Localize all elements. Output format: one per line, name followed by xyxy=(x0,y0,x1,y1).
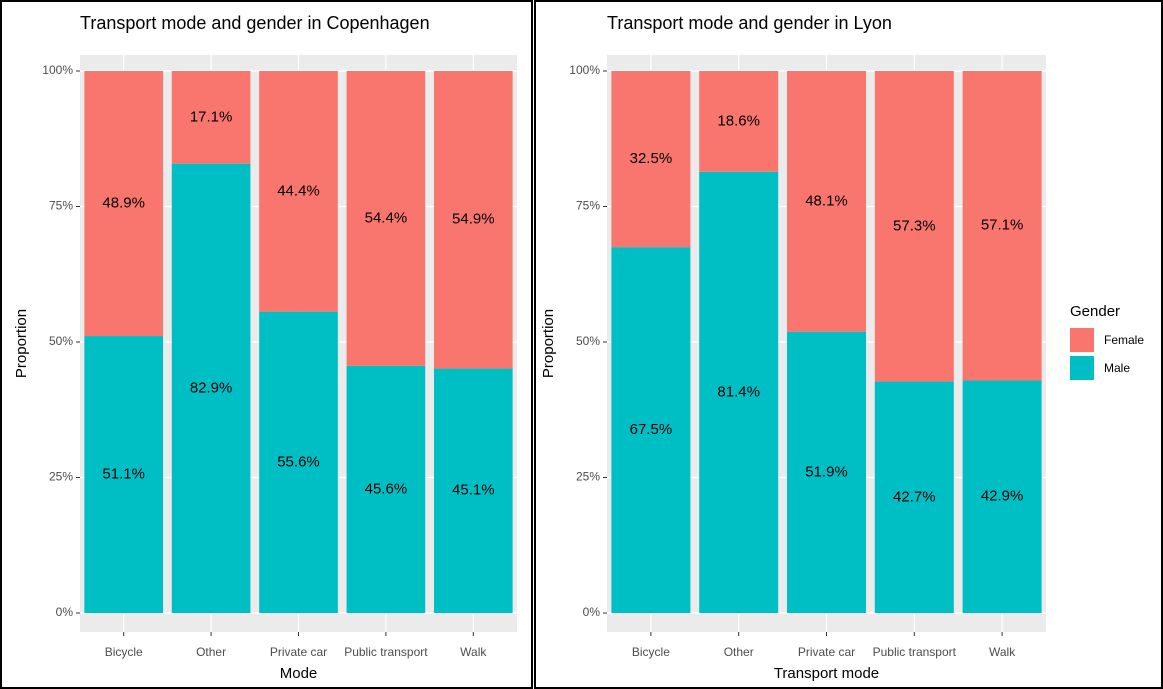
x-tick-label: Walk xyxy=(989,645,1016,659)
data-label: 57.1% xyxy=(981,217,1024,234)
y-tick-label: 25% xyxy=(49,470,73,484)
bar-segment xyxy=(962,380,1042,613)
y-axis-title: Proportion xyxy=(540,309,557,378)
data-label: 51.9% xyxy=(805,463,848,480)
bar-segment xyxy=(259,311,338,613)
data-label: 81.4% xyxy=(717,383,760,400)
x-tick-label: Public transport xyxy=(344,645,428,659)
x-tick-label: Other xyxy=(196,645,226,659)
x-tick-label: Bicycle xyxy=(105,645,143,659)
legend-swatch xyxy=(1070,356,1094,380)
y-tick-label: 25% xyxy=(576,470,600,484)
chart-title: Transport mode and gender in Copenhagen xyxy=(80,13,430,33)
x-tick-label: Private car xyxy=(270,645,327,659)
data-label: 48.9% xyxy=(102,194,145,211)
y-tick-label: 0% xyxy=(583,605,601,619)
legend-label: Female xyxy=(1104,333,1144,347)
x-tick-label: Public transport xyxy=(873,645,957,659)
x-tick-label: Private car xyxy=(798,645,855,659)
bar-segment xyxy=(259,71,338,312)
bar-segment xyxy=(433,71,513,369)
bar-segment xyxy=(786,331,867,613)
chart-title: Transport mode and gender in Lyon xyxy=(607,13,892,33)
x-tick-label: Bicycle xyxy=(632,645,670,659)
bar-segment xyxy=(171,163,251,613)
data-label: 45.1% xyxy=(452,482,495,499)
y-tick-label: 100% xyxy=(42,63,73,77)
x-axis-title: Mode xyxy=(280,665,318,682)
y-tick-label: 100% xyxy=(569,63,600,77)
bar-segment xyxy=(84,71,164,337)
data-label: 57.3% xyxy=(893,217,936,234)
x-axis-title: Transport mode xyxy=(774,665,879,682)
y-tick-label: 75% xyxy=(576,199,600,213)
y-axis-title: Proportion xyxy=(13,309,30,378)
bar-segment xyxy=(962,71,1042,381)
bar-segment xyxy=(433,368,513,613)
data-label: 45.6% xyxy=(365,480,408,497)
y-tick-label: 75% xyxy=(49,199,73,213)
data-label: 54.9% xyxy=(452,211,495,228)
data-label: 42.7% xyxy=(893,488,936,505)
x-tick-label: Walk xyxy=(460,645,487,659)
data-label: 17.1% xyxy=(190,108,233,125)
data-label: 48.1% xyxy=(805,192,848,209)
data-label: 42.9% xyxy=(981,488,1024,505)
bar-segment xyxy=(171,71,251,164)
bar-segment xyxy=(699,171,779,613)
data-label: 32.5% xyxy=(630,150,673,167)
bar-segment xyxy=(611,71,691,248)
legend-label: Male xyxy=(1104,361,1130,375)
bar-segment xyxy=(874,381,954,613)
data-label: 51.1% xyxy=(102,465,145,482)
legend-title: Gender xyxy=(1070,303,1120,320)
bar-segment xyxy=(786,71,867,332)
y-tick-label: 50% xyxy=(49,334,73,348)
bar-segment xyxy=(346,365,426,613)
panel-border xyxy=(534,0,1163,689)
data-label: 44.4% xyxy=(277,182,320,199)
bar-segment xyxy=(874,71,954,382)
data-label: 54.4% xyxy=(365,209,408,226)
data-label: 55.6% xyxy=(277,453,320,470)
bar-segment xyxy=(346,71,426,366)
y-tick-label: 50% xyxy=(576,334,600,348)
y-tick-label: 0% xyxy=(56,605,74,619)
bar-segment xyxy=(84,336,164,613)
x-tick-label: Other xyxy=(724,645,754,659)
bar-segment xyxy=(611,247,691,613)
bar-segment xyxy=(699,71,779,172)
legend-swatch xyxy=(1070,328,1094,352)
data-label: 18.6% xyxy=(717,112,760,129)
data-label: 67.5% xyxy=(630,421,673,438)
data-label: 82.9% xyxy=(190,379,233,396)
panel-border xyxy=(0,0,533,689)
